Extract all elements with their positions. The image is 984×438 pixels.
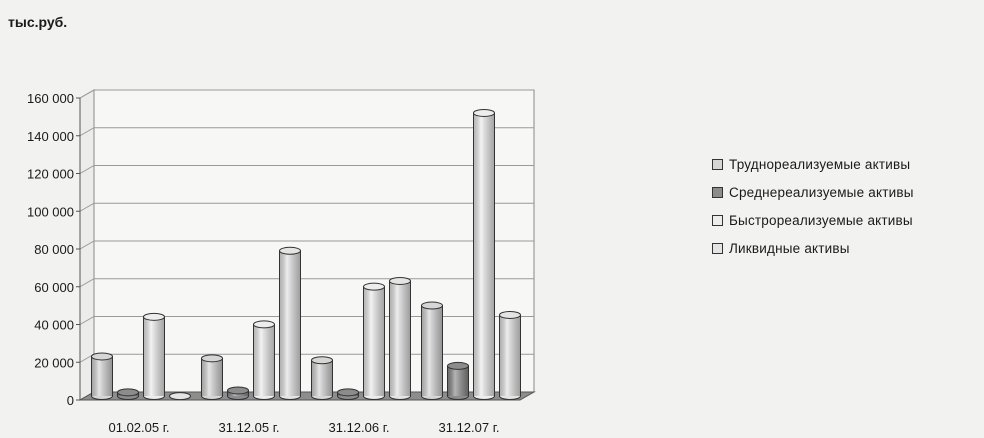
legend-item: Среднереализуемые активы <box>712 178 914 206</box>
bar-top-cap <box>117 388 139 397</box>
bar-shading <box>144 316 164 396</box>
bar-top-cap <box>253 320 275 329</box>
legend-swatch <box>712 214 723 226</box>
x-axis-category-label: 01.02.05 г. <box>109 420 170 435</box>
legend-item: Труднореализуемые активы <box>712 150 914 178</box>
gridline <box>79 165 534 174</box>
bar-top-cap <box>169 392 191 401</box>
bar-top-cap <box>279 246 301 255</box>
bar <box>473 108 495 400</box>
y-axis-tick-label: 100 000 <box>27 204 74 219</box>
bar-top-cap <box>447 361 469 370</box>
bar <box>499 310 521 400</box>
bar-shading <box>312 360 332 396</box>
bar-shading <box>280 250 300 396</box>
bar <box>389 276 411 400</box>
bar-top-cap <box>363 282 385 291</box>
bar-shading <box>364 286 384 396</box>
bar <box>363 282 385 400</box>
gridline <box>79 127 534 137</box>
y-axis-tick-label: 80 000 <box>34 242 74 257</box>
bar-shading <box>500 314 520 396</box>
bar-top-cap <box>143 312 165 321</box>
x-axis-category-label: 31.12.05 г. <box>219 420 280 435</box>
y-axis-tick-label: 120 000 <box>27 167 74 182</box>
bar <box>117 388 139 400</box>
bar <box>253 320 275 400</box>
y-axis-tick-label: 40 000 <box>34 318 74 333</box>
bar <box>447 361 469 400</box>
bar <box>143 312 165 400</box>
y-axis-tick-label: 0 <box>67 393 74 408</box>
y-axis-tick-label: 160 000 <box>27 91 74 106</box>
bar <box>169 392 191 401</box>
gridline <box>79 278 534 288</box>
bar-top-cap <box>389 276 411 285</box>
bar-top-cap <box>421 301 443 310</box>
bar <box>337 388 359 400</box>
x-axis-category-label: 31.12.07 г. <box>439 420 500 435</box>
bar <box>91 352 113 400</box>
bar-top-cap <box>337 388 359 397</box>
plot-floor <box>78 391 536 401</box>
gridline <box>79 202 534 212</box>
bar-shading <box>254 324 274 396</box>
bar-shading <box>474 112 494 397</box>
y-axis-tick-label: 140 000 <box>27 129 74 144</box>
chart-legend: Труднореализуемые активы Среднереализуемы… <box>712 150 914 262</box>
legend-item: Быстрореализуемые активы <box>712 206 914 234</box>
bar-shading <box>202 358 222 396</box>
bar-top-cap <box>91 352 113 361</box>
y-axis-tick-label: 60 000 <box>34 280 74 295</box>
bar-top-cap <box>499 310 521 319</box>
bar <box>311 356 333 400</box>
legend-label: Труднореализуемые активы <box>729 156 911 172</box>
x-axis-category-label: 31.12.06 г. <box>329 420 390 435</box>
bar <box>201 354 223 400</box>
bar <box>279 246 301 400</box>
bar-shading <box>422 305 442 396</box>
bar-top-cap <box>473 108 495 117</box>
bar-top-cap <box>227 386 249 395</box>
unit-label: тыс.руб. <box>8 14 68 30</box>
legend-label: Ликвидные активы <box>729 240 850 256</box>
legend-label: Быстрореализуемые активы <box>729 212 913 228</box>
bar-shading <box>448 365 468 396</box>
bar-top-cap <box>201 354 223 363</box>
legend-label: Среднереализуемые активы <box>729 184 914 200</box>
gridline <box>79 89 534 99</box>
y-axis-tick-label: 20 000 <box>34 355 74 370</box>
bar-shading <box>390 280 410 396</box>
legend-item: Ликвидные активы <box>712 234 914 262</box>
gridline <box>79 240 534 250</box>
bar-shading <box>92 356 112 396</box>
bar-top-cap <box>311 356 333 365</box>
bar <box>227 386 249 400</box>
legend-swatch <box>712 158 723 170</box>
bar <box>421 301 443 400</box>
legend-swatch <box>712 186 723 198</box>
legend-swatch <box>712 242 723 254</box>
gridline <box>79 316 534 325</box>
